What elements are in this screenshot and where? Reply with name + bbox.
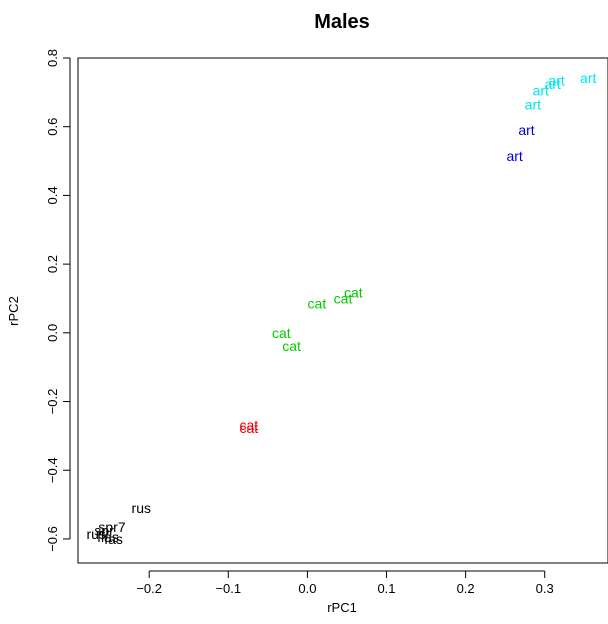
x-tick-label: 0.1 — [377, 581, 395, 596]
chart-title: Males — [314, 11, 370, 33]
x-tick-label: 0.0 — [298, 581, 316, 596]
x-axis: −0.2 −0.1 0.0 0.1 0.2 0.3 — [136, 570, 554, 596]
y-tick-label: 0.6 — [45, 118, 60, 136]
y-tick-label: −0.4 — [45, 457, 60, 483]
data-point-label: art — [506, 148, 522, 164]
y-axis: −0.6 −0.4 −0.2 0.0 0.2 0.4 0.6 0.8 — [45, 49, 71, 552]
plot-area-frame — [77, 57, 608, 564]
data-point-label: art — [544, 76, 560, 92]
data-points: artartartartartartartcatcatcatcatcatcatc… — [86, 70, 596, 547]
data-point-label: flas — [97, 529, 119, 545]
data-point-label: art — [518, 122, 534, 138]
data-point-label: cat — [282, 338, 301, 354]
data-point-label: cat — [272, 325, 291, 341]
y-tick-label: 0.2 — [45, 255, 60, 273]
x-tick-label: 0.3 — [536, 581, 554, 596]
data-point-label: cat — [334, 290, 353, 306]
data-point-label: cat — [240, 417, 259, 433]
data-point-label: spr7 — [98, 519, 125, 535]
y-tick-label: −0.2 — [45, 389, 60, 415]
y-tick-label: −0.6 — [45, 526, 60, 552]
data-point-label: art — [548, 72, 564, 88]
x-tick-label: −0.2 — [136, 581, 162, 596]
y-tick-label: 0.8 — [45, 49, 60, 67]
y-axis-label: rPC2 — [6, 296, 21, 326]
data-point-label: art — [525, 96, 541, 112]
data-point-label: cat — [308, 296, 327, 312]
data-point-label: spr — [94, 522, 114, 538]
data-point-label: art — [533, 83, 549, 99]
data-point-label: rus — [86, 526, 105, 542]
x-tick-label: −0.1 — [215, 581, 241, 596]
data-point-label: art — [580, 70, 596, 86]
data-point-label: rus — [132, 500, 151, 516]
data-point-label: cat — [240, 420, 259, 436]
data-point-label: cat — [344, 284, 363, 300]
y-tick-label: 0.0 — [45, 324, 60, 342]
x-axis-label: rPC1 — [327, 600, 357, 615]
y-tick-label: 0.4 — [45, 186, 60, 204]
data-point-label: fas — [104, 531, 123, 547]
x-tick-label: 0.2 — [457, 581, 475, 596]
